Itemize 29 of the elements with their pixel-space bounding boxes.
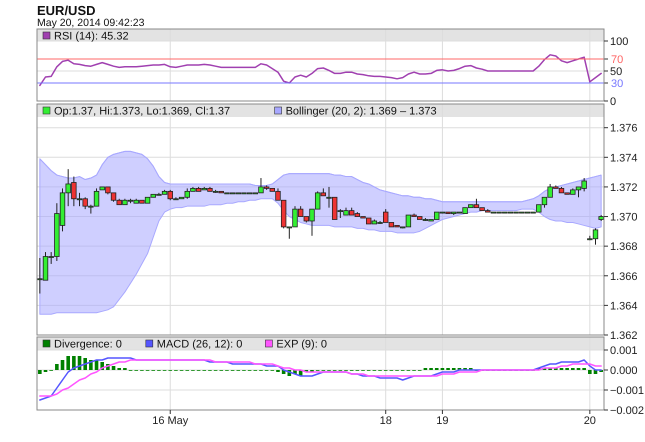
ref-line-label: 70 (611, 54, 624, 66)
chart-title: EUR/USD (37, 3, 96, 18)
y-tick-label: 1.374 (610, 152, 638, 164)
legend-label: Divergence: 0 (54, 338, 122, 350)
legend-label: RSI (14): 45.32 (54, 30, 129, 42)
y-tick-label: 1.376 (610, 122, 638, 135)
y-tick-label: 0.001 (610, 345, 638, 357)
y-tick-label: 0 (610, 96, 616, 108)
y-tick-label: 1.370 (610, 212, 638, 224)
y-tick-label: −0.002 (610, 405, 644, 417)
y-tick-label: 1.372 (610, 182, 638, 194)
x-tick-label: 20 (584, 415, 596, 427)
legend-label: EXP (9): 0 (276, 338, 327, 350)
y-tick-label: 1.366 (610, 270, 638, 283)
y-tick-label: 100 (610, 36, 628, 48)
y-tick-label: 1.362 (610, 330, 638, 342)
y-tick-label: 1.368 (610, 241, 638, 254)
legend-label: MACD (26, 12): 0 (156, 338, 242, 350)
ref-line-label: 30 (611, 78, 624, 90)
legend-label: Bollinger (20, 2): 1.369 – 1.373 (286, 106, 437, 118)
x-tick-label: 16 May (152, 415, 189, 427)
x-tick-label: 18 (380, 415, 392, 427)
y-tick-label: 1.364 (610, 300, 638, 312)
x-tick-label: 19 (436, 415, 449, 427)
y-tick-label: −0.001 (610, 385, 644, 397)
y-tick-label: 0.000 (610, 365, 638, 377)
chart-subtitle: May 20, 2014 09:42:23 (37, 17, 145, 29)
y-tick-label: 50 (610, 66, 622, 78)
legend-label: Op:1.37, Hi:1.373, Lo:1.369, Cl:1.37 (54, 106, 230, 118)
